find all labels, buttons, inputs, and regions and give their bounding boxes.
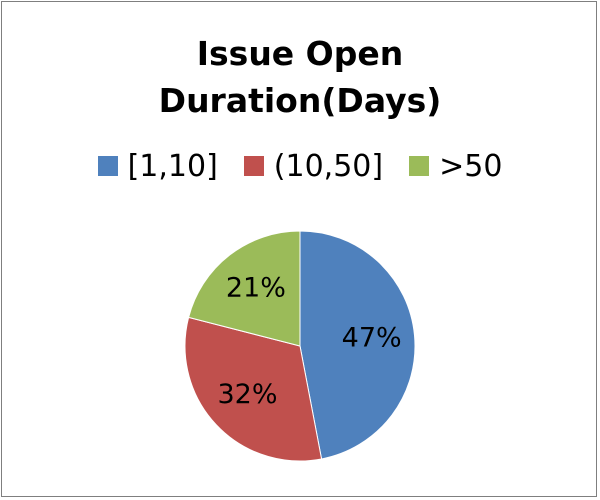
legend: [1,10] (10,50] >50: [2, 142, 598, 190]
legend-swatch-gt-50: [409, 156, 430, 176]
legend-label-10-50: (10,50]: [273, 148, 384, 184]
legend-swatch-10-50: [243, 156, 264, 176]
pie-data-label-10-50: 32%: [218, 379, 278, 410]
legend-item-gt-50: >50: [409, 149, 502, 184]
pie-slice-1-10: [299, 230, 416, 460]
chart-title: Issue Open Duration(Days): [158, 34, 442, 120]
legend-label-1-10: [1,10]: [127, 148, 218, 184]
pie-slice-50: [188, 230, 301, 347]
pie-data-label-50: 21%: [226, 273, 286, 304]
pie-data-label-1-10: 47%: [342, 323, 402, 354]
legend-item-1-10: [1,10]: [97, 148, 218, 184]
legend-label-gt-50: >50: [439, 148, 503, 184]
legend-item-10-50: (10,50]: [243, 148, 384, 184]
pie-slice-10-50: [184, 316, 323, 462]
legend-swatch-1-10: [97, 156, 118, 176]
